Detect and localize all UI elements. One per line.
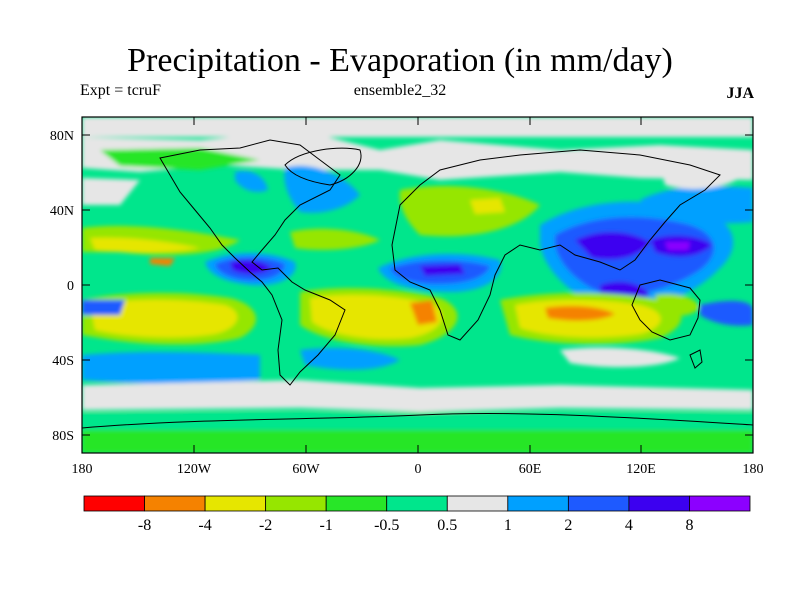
- south-atlantic-storm-track: [300, 348, 400, 370]
- north-america-blue: [235, 170, 268, 192]
- colorbar-swatch: [83, 495, 145, 512]
- experiment-label: Expt = tcruF: [80, 82, 162, 99]
- colorbar-label: -4: [198, 517, 211, 534]
- afro-eurasia-coast: [391, 149, 721, 341]
- lat-label-80n: 80N: [50, 129, 74, 144]
- colorbar-swatch: [689, 495, 751, 512]
- colorbar-label: 8: [685, 517, 693, 534]
- south-pacific-dry: [90, 299, 238, 338]
- season-label: JJA: [726, 85, 754, 102]
- colorbar-swatch: [265, 495, 327, 512]
- south-indian-orange: [545, 306, 615, 321]
- lon-label-0: 0: [415, 462, 422, 477]
- new-zealand-coast: [689, 349, 703, 369]
- atlantic-africa-itcz-core: [420, 264, 465, 276]
- map-title: Precipitation - Evaporation (in mm/day): [127, 42, 673, 79]
- lat-label-eq: 0: [67, 279, 74, 294]
- greenland-coast: [284, 147, 362, 186]
- north-pacific-neutral: [660, 163, 740, 190]
- lat-label-80s: 80S: [52, 429, 74, 444]
- colorbar-label: 0.5: [437, 517, 457, 534]
- north-pacific-yellow: [90, 237, 200, 253]
- coastlines: [82, 139, 753, 429]
- colorbar: -8 -4 -2 -1 -0.5 0.5 1 2 4 8: [83, 495, 751, 534]
- lon-label-180w: 180: [72, 462, 93, 477]
- lon-label-120w: 120W: [177, 462, 212, 477]
- antarctica-green: [82, 430, 753, 453]
- colorbar-swatch: [325, 495, 388, 512]
- lon-label-120e: 120E: [626, 462, 656, 477]
- bay-of-bengal-max: [575, 231, 650, 260]
- southern-storm-track-pacific: [82, 351, 260, 384]
- antarctica-coast: [82, 412, 753, 429]
- north-midlat-neutral: [82, 130, 753, 180]
- colorbar-swatch: [204, 495, 267, 512]
- lat-label-40n: 40N: [50, 204, 74, 219]
- south-pacific-spcz: [82, 300, 125, 315]
- colorbar-label: 4: [625, 517, 633, 534]
- arctic-neutral-band: [82, 117, 753, 137]
- sahara-arabia-dry: [399, 185, 540, 237]
- precip-evap-field: [82, 117, 753, 453]
- south-atlantic-dry: [310, 294, 442, 340]
- colorbar-label: -8: [138, 517, 151, 534]
- antarctic-coast-green: [82, 412, 753, 430]
- colorbar-swatch: [507, 495, 569, 512]
- ensemble-label: ensemble2_32: [353, 82, 447, 99]
- north-pacific-orange: [150, 258, 175, 266]
- colorbar-swatch: [386, 495, 448, 512]
- north-polar-green: [100, 148, 260, 170]
- south-atlantic-orange: [410, 300, 437, 325]
- lat-label-40s: 40S: [52, 354, 74, 369]
- colorbar-label: 2: [564, 517, 572, 534]
- sahara-yellow: [470, 198, 505, 214]
- southern-neutral-belt: [82, 380, 753, 412]
- south-indian-neutral: [560, 347, 680, 368]
- colorbar-label: -0.5: [374, 517, 399, 534]
- lon-label-180e: 180: [743, 462, 764, 477]
- americas-coast: [159, 139, 346, 386]
- lon-label-60w: 60W: [292, 462, 320, 477]
- australia-coast: [631, 279, 701, 341]
- north-atlantic-storm-track: [284, 165, 360, 213]
- colorbar-label: 1: [504, 517, 512, 534]
- colorbar-swatch: [628, 495, 690, 512]
- spcz-east: [700, 300, 753, 326]
- colorbar-label: -2: [259, 517, 272, 534]
- lon-label-60e: 60E: [519, 462, 542, 477]
- colorbar-label: -1: [320, 517, 333, 534]
- colorbar-swatch: [567, 495, 630, 512]
- south-pacific-blue-cell: [180, 358, 230, 374]
- west-pacific-peak: [665, 242, 690, 250]
- colorbar-swatch: [446, 495, 509, 512]
- australia-dry: [655, 294, 700, 316]
- lat-axis: [82, 134, 753, 436]
- north-pacific-neutral-west: [82, 178, 140, 205]
- north-atlantic-subtropical-dry: [290, 228, 380, 250]
- lon-axis: [193, 117, 642, 453]
- colorbar-swatch: [144, 495, 206, 512]
